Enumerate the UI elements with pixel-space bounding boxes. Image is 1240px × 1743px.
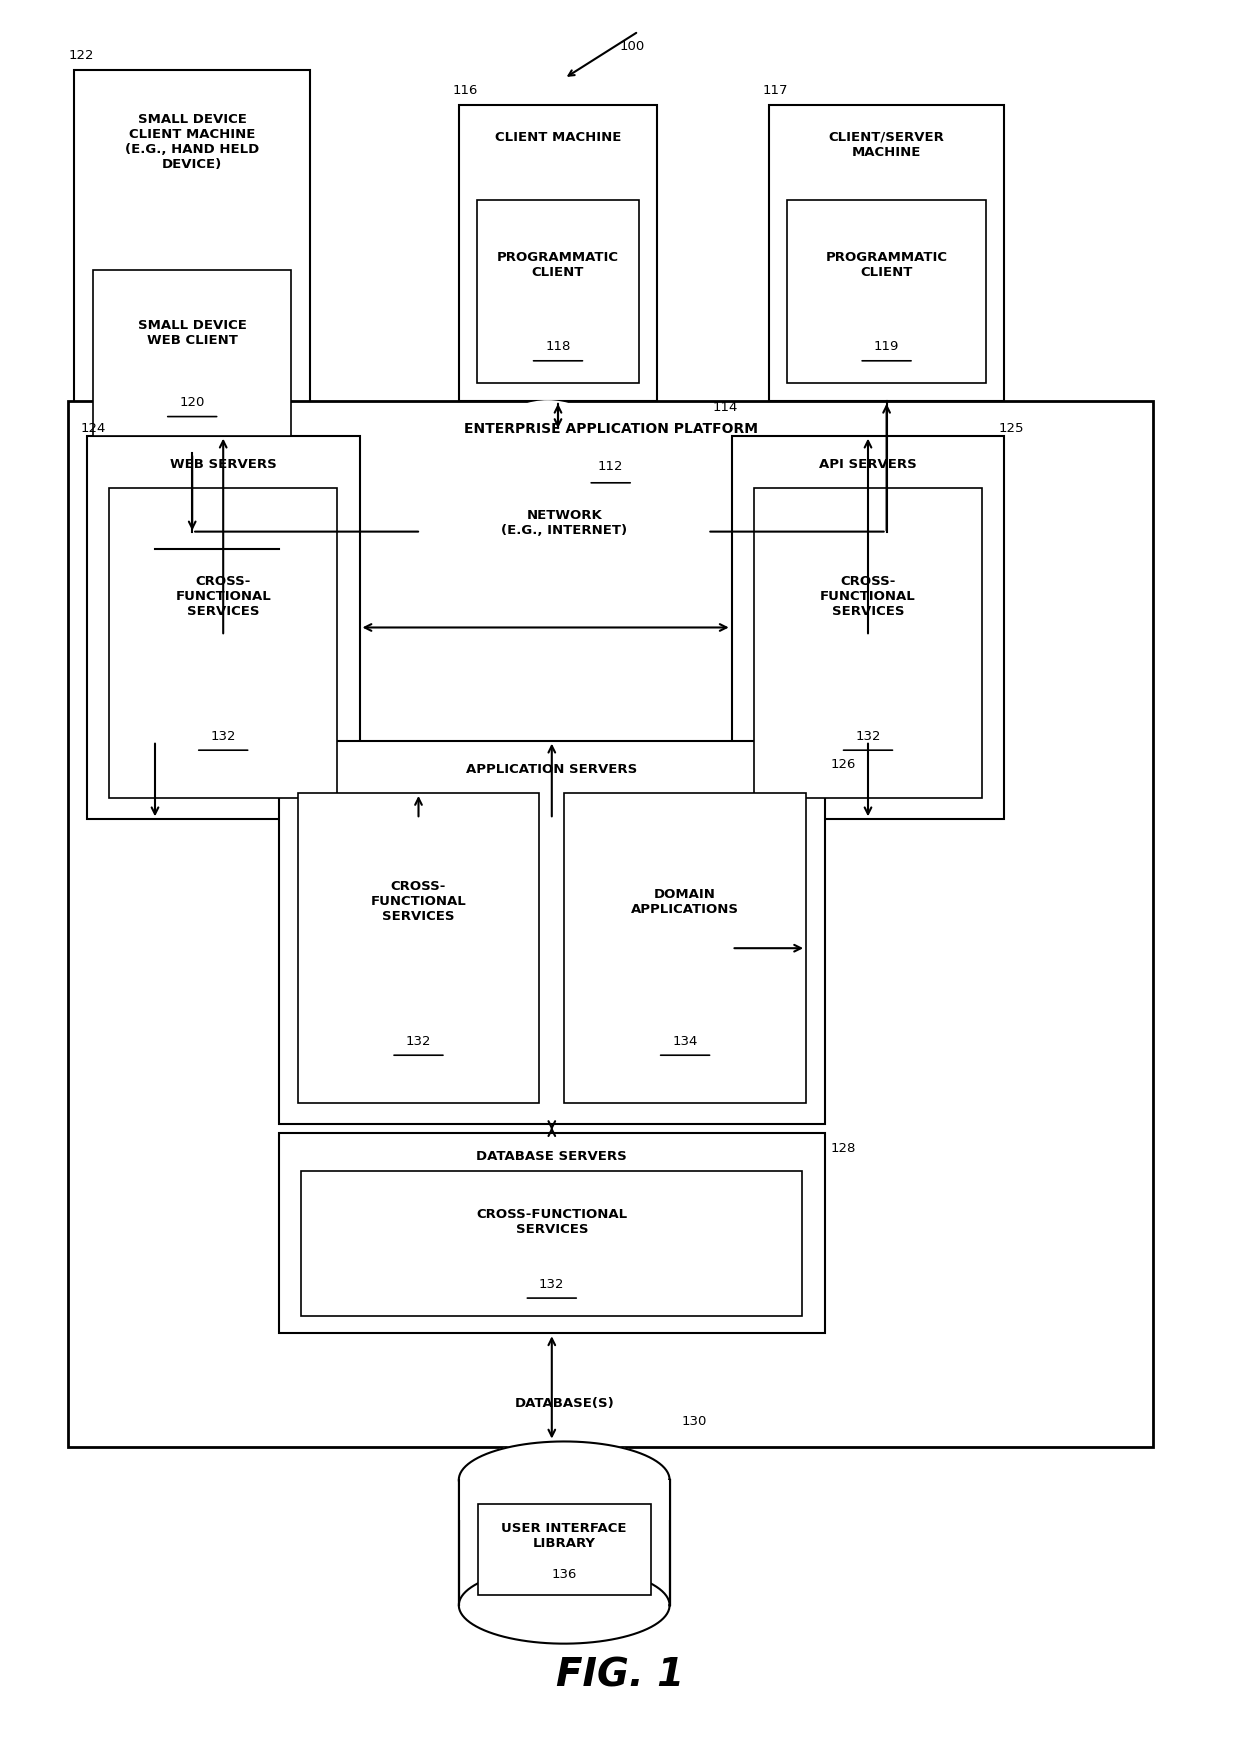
- Text: 128: 128: [831, 1142, 856, 1154]
- Ellipse shape: [394, 486, 482, 561]
- Text: DOMAIN
APPLICATIONS: DOMAIN APPLICATIONS: [631, 887, 739, 915]
- Text: 100: 100: [620, 40, 645, 52]
- Ellipse shape: [438, 460, 691, 603]
- Text: PROGRAMMATIC
CLIENT: PROGRAMMATIC CLIENT: [826, 251, 947, 279]
- Text: CLIENT/SERVER
MACHINE: CLIENT/SERVER MACHINE: [828, 131, 945, 159]
- Text: SMALL DEVICE
WEB CLIENT: SMALL DEVICE WEB CLIENT: [138, 319, 247, 347]
- Text: 112: 112: [598, 460, 624, 472]
- Text: 132: 132: [405, 1035, 432, 1048]
- Text: WEB SERVERS: WEB SERVERS: [170, 458, 277, 471]
- FancyBboxPatch shape: [458, 1480, 671, 1520]
- Ellipse shape: [563, 434, 681, 530]
- Text: API SERVERS: API SERVERS: [820, 458, 916, 471]
- FancyBboxPatch shape: [279, 741, 825, 1124]
- Text: APPLICATION SERVERS: APPLICATION SERVERS: [466, 763, 637, 776]
- FancyBboxPatch shape: [787, 200, 986, 383]
- FancyBboxPatch shape: [754, 488, 982, 798]
- Polygon shape: [459, 1441, 670, 1518]
- Text: 136: 136: [552, 1569, 577, 1581]
- Text: 126: 126: [831, 758, 856, 770]
- Ellipse shape: [415, 436, 543, 540]
- Text: PROGRAMMATIC
CLIENT: PROGRAMMATIC CLIENT: [497, 251, 619, 279]
- Text: 130: 130: [682, 1415, 707, 1428]
- FancyBboxPatch shape: [477, 200, 639, 383]
- Text: 122: 122: [68, 49, 94, 61]
- Polygon shape: [459, 1567, 670, 1644]
- Ellipse shape: [477, 401, 619, 532]
- Ellipse shape: [621, 471, 719, 570]
- Text: 132: 132: [856, 730, 880, 743]
- Ellipse shape: [626, 481, 714, 560]
- Ellipse shape: [409, 424, 551, 554]
- Ellipse shape: [484, 415, 611, 519]
- Text: 132: 132: [539, 1278, 564, 1290]
- FancyBboxPatch shape: [564, 793, 806, 1103]
- FancyBboxPatch shape: [769, 105, 1004, 401]
- Text: 119: 119: [874, 340, 899, 354]
- FancyBboxPatch shape: [301, 1171, 802, 1316]
- FancyBboxPatch shape: [459, 105, 657, 401]
- Text: DATABASE(S): DATABASE(S): [515, 1398, 614, 1410]
- Text: 117: 117: [763, 84, 789, 96]
- Text: 134: 134: [672, 1035, 698, 1048]
- FancyBboxPatch shape: [87, 436, 360, 819]
- FancyBboxPatch shape: [74, 70, 310, 453]
- FancyBboxPatch shape: [109, 488, 337, 798]
- Text: 124: 124: [81, 422, 105, 434]
- Text: CROSS-
FUNCTIONAL
SERVICES: CROSS- FUNCTIONAL SERVICES: [820, 575, 916, 619]
- Text: 125: 125: [998, 422, 1024, 434]
- Text: 132: 132: [211, 730, 236, 743]
- Text: USER INTERFACE
LIBRARY: USER INTERFACE LIBRARY: [501, 1522, 627, 1550]
- FancyBboxPatch shape: [459, 1480, 670, 1605]
- Text: NETWORK
(E.G., INTERNET): NETWORK (E.G., INTERNET): [501, 509, 627, 537]
- Text: 120: 120: [180, 396, 205, 410]
- Text: FIG. 1: FIG. 1: [556, 1656, 684, 1694]
- Text: 114: 114: [713, 401, 738, 413]
- FancyBboxPatch shape: [68, 401, 1153, 1447]
- FancyBboxPatch shape: [93, 270, 291, 436]
- Text: DATABASE SERVERS: DATABASE SERVERS: [476, 1150, 627, 1163]
- Text: 118: 118: [546, 340, 570, 354]
- Ellipse shape: [428, 436, 701, 627]
- FancyBboxPatch shape: [477, 1504, 651, 1595]
- Text: CROSS-FUNCTIONAL
SERVICES: CROSS-FUNCTIONAL SERVICES: [476, 1208, 627, 1236]
- FancyBboxPatch shape: [279, 1133, 825, 1333]
- Text: CROSS-
FUNCTIONAL
SERVICES: CROSS- FUNCTIONAL SERVICES: [175, 575, 272, 619]
- FancyBboxPatch shape: [298, 793, 539, 1103]
- Text: ENTERPRISE APPLICATION PLATFORM: ENTERPRISE APPLICATION PLATFORM: [464, 422, 758, 436]
- Text: 116: 116: [453, 84, 477, 96]
- Ellipse shape: [389, 478, 487, 570]
- Text: SMALL DEVICE
CLIENT MACHINE
(E.G., HAND HELD
DEVICE): SMALL DEVICE CLIENT MACHINE (E.G., HAND …: [125, 113, 259, 171]
- Ellipse shape: [556, 422, 687, 542]
- Text: CROSS-
FUNCTIONAL
SERVICES: CROSS- FUNCTIONAL SERVICES: [371, 880, 466, 924]
- Text: CLIENT MACHINE: CLIENT MACHINE: [495, 131, 621, 143]
- FancyBboxPatch shape: [732, 436, 1004, 819]
